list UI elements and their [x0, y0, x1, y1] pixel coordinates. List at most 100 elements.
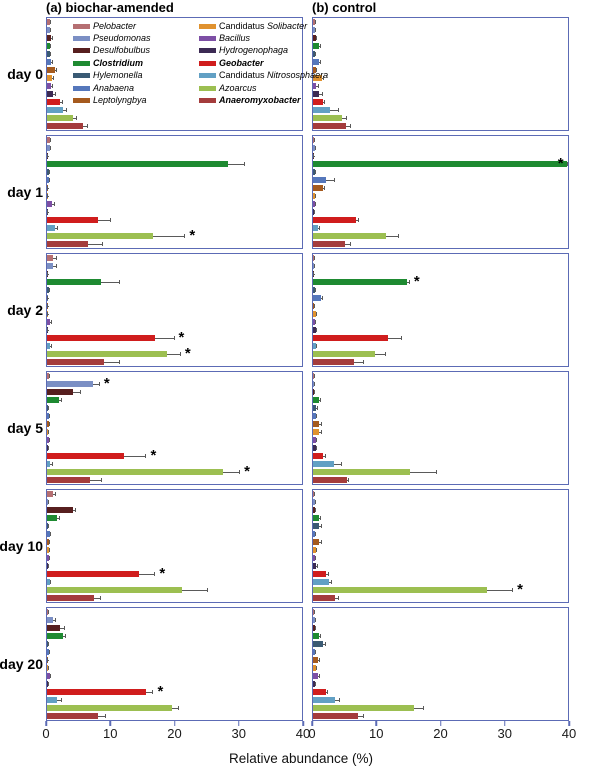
bar-solibacter [313, 429, 320, 435]
bar-geobacter [47, 453, 125, 459]
bar-slot [313, 632, 568, 640]
bar-slot [313, 490, 568, 498]
bar-slot [313, 554, 568, 562]
panel-biochar-day-0: Pelobacter Pseudomonas Desulfobulbus Clostr… [46, 17, 328, 131]
error-bar-cap [51, 344, 53, 348]
bar-slot [313, 254, 568, 262]
error-bar-cap [350, 124, 352, 128]
bar-slot [313, 648, 568, 656]
bar-slot [47, 388, 302, 396]
nitrososphaera-swatch [199, 73, 216, 79]
legend-label: Clostridium [93, 57, 144, 68]
pelobacter-swatch [73, 23, 90, 29]
bar-slot [313, 608, 568, 616]
axis-tick [238, 721, 240, 726]
x-axis-control: 0 10 20 30 40 [308, 721, 576, 745]
error-bar-cap [47, 658, 49, 662]
error-bar [413, 707, 424, 709]
bar-slot [313, 468, 568, 476]
error-bar-cap [337, 596, 339, 600]
bar-slot: * [47, 448, 302, 463]
bar-geobacter [47, 571, 140, 577]
bar-slot [313, 342, 568, 350]
bar-slot [313, 152, 568, 160]
bar-desulfobulbus [313, 507, 315, 513]
bar-azoarcus [313, 469, 410, 475]
axis-tick-label: 40 [561, 726, 577, 741]
error-bar-cap [313, 492, 315, 496]
bar-slot [313, 396, 568, 404]
day-label: day 2 [7, 302, 43, 318]
error-bar-cap [100, 596, 102, 600]
bar-pseudomonas [47, 381, 93, 387]
bar-clostridium [47, 161, 229, 167]
bar-slot [47, 372, 302, 380]
error-bar [406, 281, 410, 283]
error-bar [487, 589, 514, 591]
error-bar-cap [314, 194, 316, 198]
error-bar-cap [47, 210, 49, 214]
bar-slot [47, 656, 302, 664]
error-bar [82, 125, 89, 127]
axis-tick [109, 721, 111, 726]
bar-desulfobulbus [47, 507, 73, 513]
error-bar-cap [348, 478, 350, 482]
bar-pelobacter [47, 373, 49, 379]
bar-desulfobulbus [47, 625, 60, 631]
axis-tick [311, 721, 313, 726]
error-bar-cap [239, 470, 241, 474]
bar-clostridium [313, 515, 320, 521]
bar-leptolyngbya [313, 303, 315, 309]
bar-slot [47, 616, 302, 624]
error-bar-cap [317, 406, 319, 410]
error-bar-cap [75, 508, 77, 512]
bar-clostridium [313, 633, 320, 639]
bar-slot [47, 506, 302, 514]
legend-item: Leptolyngbya [73, 94, 199, 106]
bar-hydrogenophaga [313, 681, 315, 687]
error-bar-cap [48, 170, 50, 174]
bar-slot [47, 224, 302, 232]
bar-slot [47, 184, 302, 192]
error-bar-cap [184, 234, 186, 238]
bar-azoarcus [313, 115, 342, 121]
bar-slot [313, 404, 568, 412]
bar-slot [47, 404, 302, 412]
bar-slot [313, 310, 568, 318]
bar-slot [313, 616, 568, 624]
bar-anaeromyxobacter [313, 359, 355, 365]
bar-clostridium [313, 161, 567, 167]
bar-hydrogenophaga [313, 563, 317, 569]
legend-item: Hylemonella [73, 70, 199, 82]
error-bar-cap [313, 390, 315, 394]
error-bar-cap [316, 414, 318, 418]
bar-desulfobulbus [313, 35, 316, 41]
bar-slot [47, 278, 302, 286]
error-bar [228, 163, 245, 165]
bar-slot [313, 688, 568, 696]
error-bar [374, 353, 387, 355]
legend-label: Pseudomonas [93, 33, 151, 44]
bar-slot [313, 216, 568, 224]
bar-slot [313, 570, 568, 578]
bar-slot [313, 460, 568, 468]
bar-slot [313, 578, 568, 586]
error-bar [330, 109, 339, 111]
bar-anaeromyxobacter [47, 713, 98, 719]
error-bar-cap [55, 256, 57, 260]
bar-slot [313, 232, 568, 240]
bar-slot [47, 490, 302, 498]
bar-pelobacter [313, 19, 315, 25]
bar-hylemonella [47, 51, 51, 57]
error-bar-cap [48, 414, 50, 418]
bar-slot [313, 50, 568, 58]
bar-slot [47, 664, 302, 672]
error-bar-cap [75, 116, 77, 120]
bar-pelobacter [313, 609, 315, 615]
panel-biochar-day-10: * [46, 489, 303, 603]
error-bar-cap [319, 658, 320, 662]
error-bar [98, 715, 106, 717]
error-bar [98, 219, 111, 221]
bar-pseudomonas [313, 381, 315, 387]
bar-hylemonella [47, 523, 49, 529]
